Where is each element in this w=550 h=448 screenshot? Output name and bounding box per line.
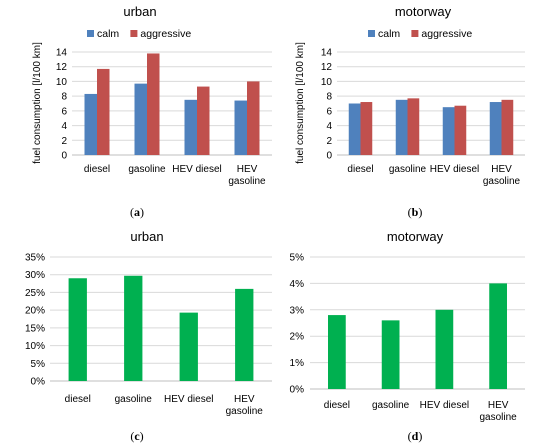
bar (84, 93, 97, 155)
bar (442, 107, 455, 155)
chart-panel-3: motorway 0% 1% 2% 3% 4% 5% diesel gasoline HEV di… (290, 229, 525, 443)
bar (395, 99, 408, 155)
chart-title: motorway (395, 4, 452, 19)
y-tick-label: 0 (326, 151, 332, 162)
panel-caption: (a) (130, 205, 144, 219)
y-tick-label: 20% (25, 306, 45, 317)
bar (147, 53, 160, 155)
legend-label: aggressive (421, 28, 472, 40)
bar (348, 103, 361, 155)
x-tick-label: gasoline (115, 394, 153, 405)
chart-panel-1: motorway 0 2 4 6 8 10 12 14 fuel consumption [l/1… (295, 4, 525, 219)
chart-title: urban (123, 4, 156, 19)
x-tick-label: HEV gasoline (479, 400, 517, 423)
x-tick-label: diesel (65, 394, 91, 405)
bar (328, 315, 346, 389)
legend-swatch (87, 30, 94, 37)
bar (197, 86, 210, 155)
y-tick-label: 14 (56, 48, 68, 59)
bar (360, 102, 373, 155)
y-tick-label: 14 (321, 48, 333, 59)
x-tick-label: diesel (324, 400, 350, 411)
y-tick-label: 4% (290, 279, 305, 290)
legend-label: aggressive (140, 28, 191, 40)
y-tick-label: 30% (25, 270, 45, 281)
y-tick-label: 5% (31, 359, 46, 370)
panel-caption: (b) (408, 205, 423, 219)
chart-panel-0: urban 0 2 4 6 8 10 12 14 fuel consumption [l/100 … (32, 4, 272, 219)
x-tick-label: HEV diesel (430, 164, 479, 175)
x-tick-label: HEV diesel (172, 164, 221, 175)
x-tick-label: diesel (347, 164, 373, 175)
y-tick-label: 2 (61, 136, 67, 147)
bar (381, 320, 400, 389)
bar (68, 278, 87, 381)
x-tick-label: HEV diesel (420, 400, 469, 411)
bar (235, 288, 254, 381)
bar (247, 81, 260, 155)
y-tick-label: 5% (290, 253, 305, 264)
x-tick-label: diesel (84, 164, 110, 175)
bar (134, 83, 147, 155)
bar (454, 105, 467, 155)
y-tick-label: 4 (61, 121, 67, 132)
y-tick-label: 10% (25, 341, 45, 352)
x-tick-label: gasoline (389, 164, 427, 175)
bar (407, 98, 420, 155)
legend-swatch (368, 30, 375, 37)
x-tick-label: gasoline (372, 400, 410, 411)
bar (124, 275, 143, 381)
y-tick-label: 8 (326, 92, 332, 103)
y-tick-label: 6 (61, 106, 67, 117)
bar (489, 283, 507, 389)
y-tick-label: 12 (321, 62, 333, 73)
y-tick-label: 10 (56, 77, 68, 88)
chart-title: motorway (387, 229, 444, 244)
y-tick-label: 8 (61, 92, 67, 103)
y-tick-label: 2% (290, 332, 305, 343)
y-tick-label: 3% (290, 305, 305, 316)
y-tick-label: 35% (25, 253, 45, 264)
panel-caption: (c) (130, 429, 143, 443)
y-tick-label: 25% (25, 288, 45, 299)
bar (234, 100, 247, 155)
y-tick-label: 10 (321, 77, 333, 88)
legend-swatch (130, 30, 138, 37)
bar (184, 99, 197, 155)
panel-caption: (d) (408, 429, 423, 443)
bar (179, 312, 198, 381)
legend-label: calm (97, 28, 119, 40)
y-tick-label: 1% (290, 358, 305, 369)
x-tick-label: HEV gasoline (226, 394, 264, 417)
bar (435, 309, 454, 389)
y-tick-label: 4 (326, 121, 332, 132)
y-tick-label: 2 (326, 136, 332, 147)
y-axis-label: fuel consumption [l/100 km] (295, 42, 306, 164)
bar (97, 68, 110, 155)
y-tick-label: 6 (326, 106, 332, 117)
x-tick-label: HEV gasoline (228, 164, 266, 187)
x-tick-label: gasoline (128, 164, 166, 175)
bar (501, 99, 514, 155)
y-tick-label: 12 (56, 62, 68, 73)
chart-panel-2: urban 0% 5% 10% 15% 20% 25% 30% 35% diesel gasolin… (25, 229, 272, 443)
y-tick-label: 0% (290, 385, 305, 396)
y-tick-label: 0 (61, 151, 67, 162)
y-tick-label: 15% (25, 323, 45, 334)
legend-label: calm (378, 28, 400, 40)
chart-title: urban (130, 229, 163, 244)
y-tick-label: 0% (31, 377, 46, 388)
x-tick-label: HEV gasoline (483, 164, 521, 187)
bar (489, 102, 502, 155)
legend-swatch (411, 30, 419, 37)
x-tick-label: HEV diesel (164, 394, 213, 405)
y-axis-label: fuel consumption [l/100 km] (32, 42, 43, 164)
